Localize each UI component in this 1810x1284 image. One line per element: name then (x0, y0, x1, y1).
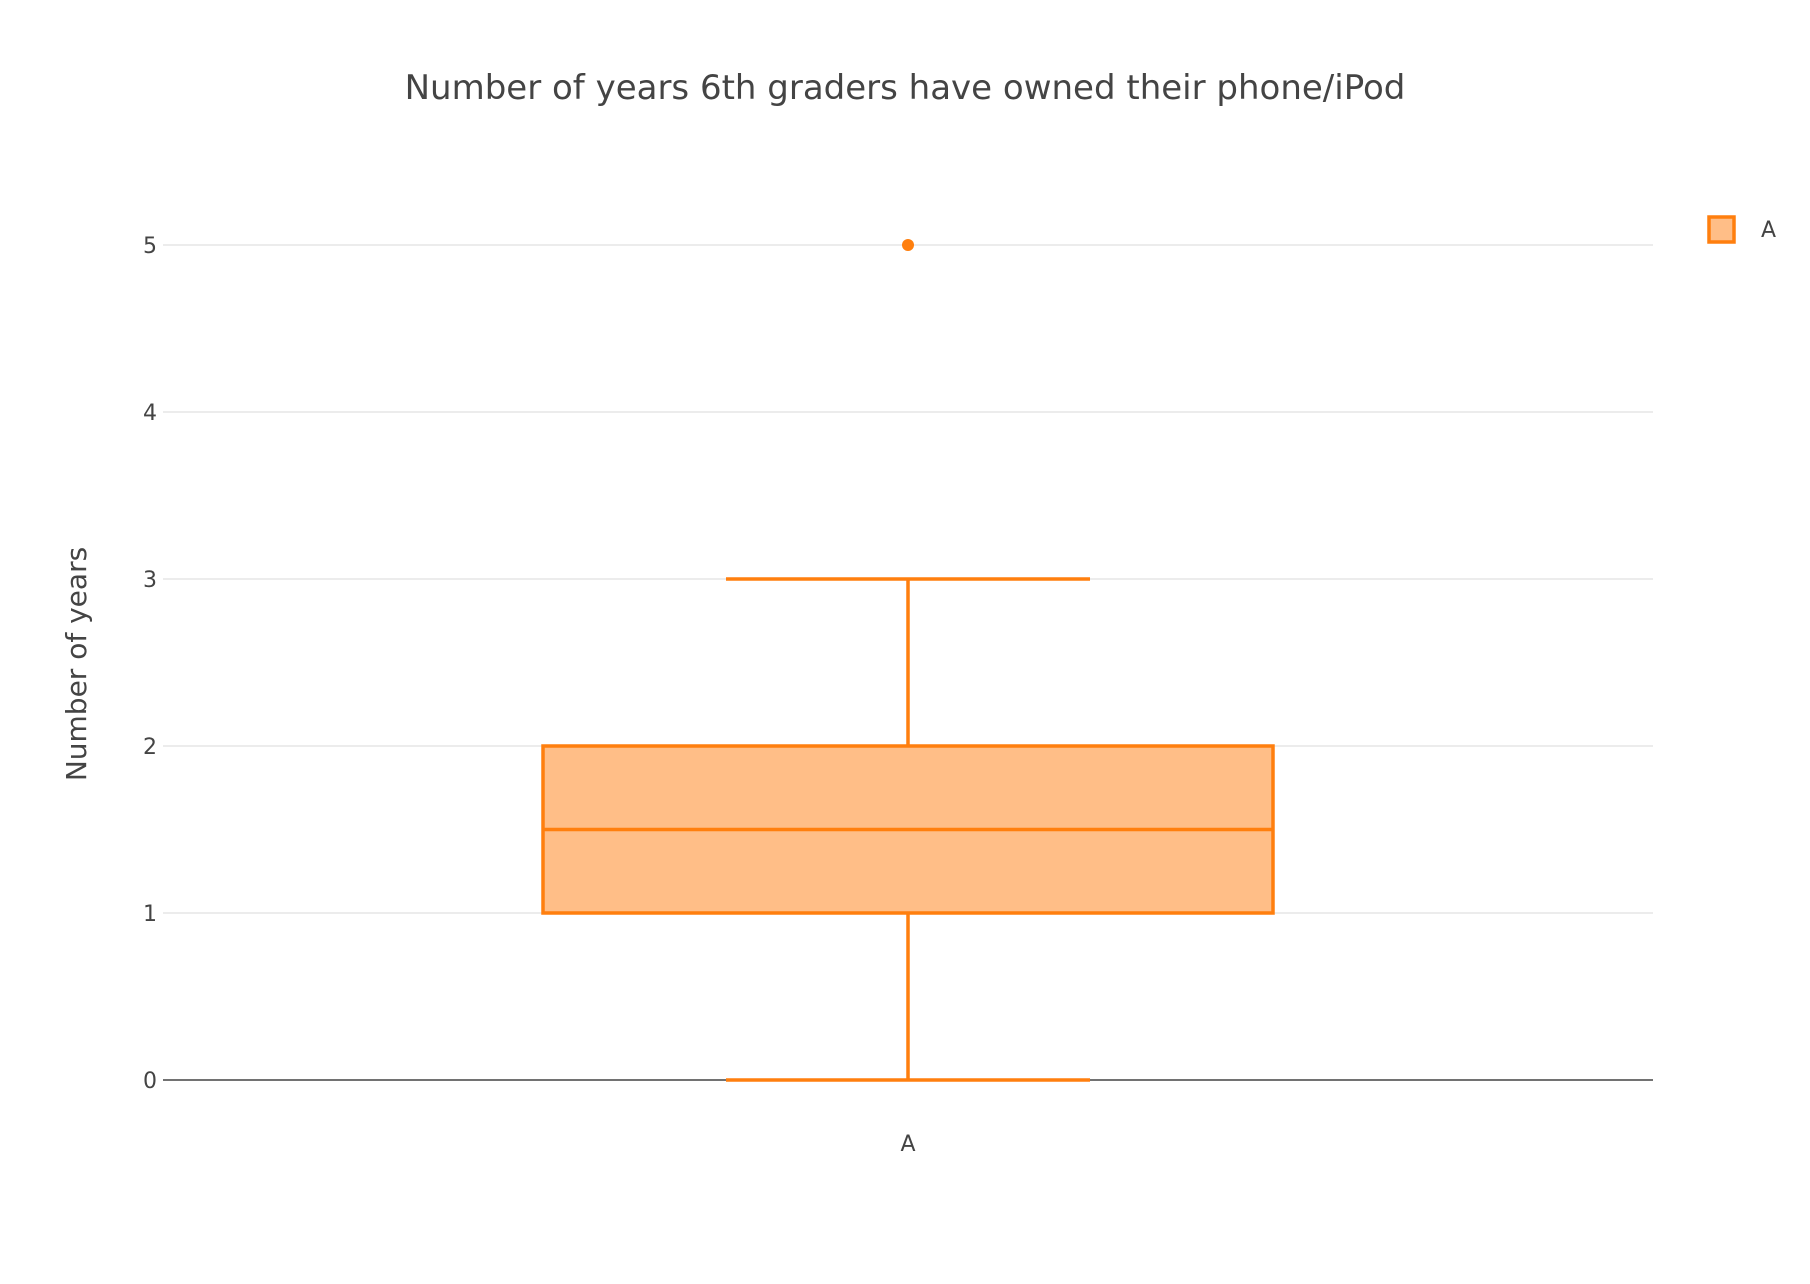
legend-swatch (1707, 215, 1736, 244)
legend[interactable]: A (1707, 215, 1776, 244)
box-series-A[interactable] (541, 239, 1275, 1082)
y-tick-label-3: 3 (143, 568, 157, 593)
box-plot[interactable] (541, 239, 1275, 1082)
x-tick-label-A: A (900, 1132, 915, 1157)
y-tick-label-1: 1 (143, 902, 157, 927)
legend-item-A[interactable]: A (1707, 215, 1776, 244)
chart-title: Number of years 6th graders have owned t… (405, 68, 1406, 108)
y-tick-label-0: 0 (143, 1069, 157, 1094)
x-tick-labels: A (900, 1132, 915, 1157)
y-tick-label-5: 5 (143, 234, 157, 259)
y-tick-label-4: 4 (143, 401, 157, 426)
y-tick-label-2: 2 (143, 735, 157, 760)
y-tick-labels: 0 1 2 3 4 5 (143, 234, 157, 1094)
outlier-point[interactable] (902, 239, 914, 251)
legend-label: A (1761, 218, 1776, 243)
y-axis-title: Number of years (60, 547, 93, 781)
